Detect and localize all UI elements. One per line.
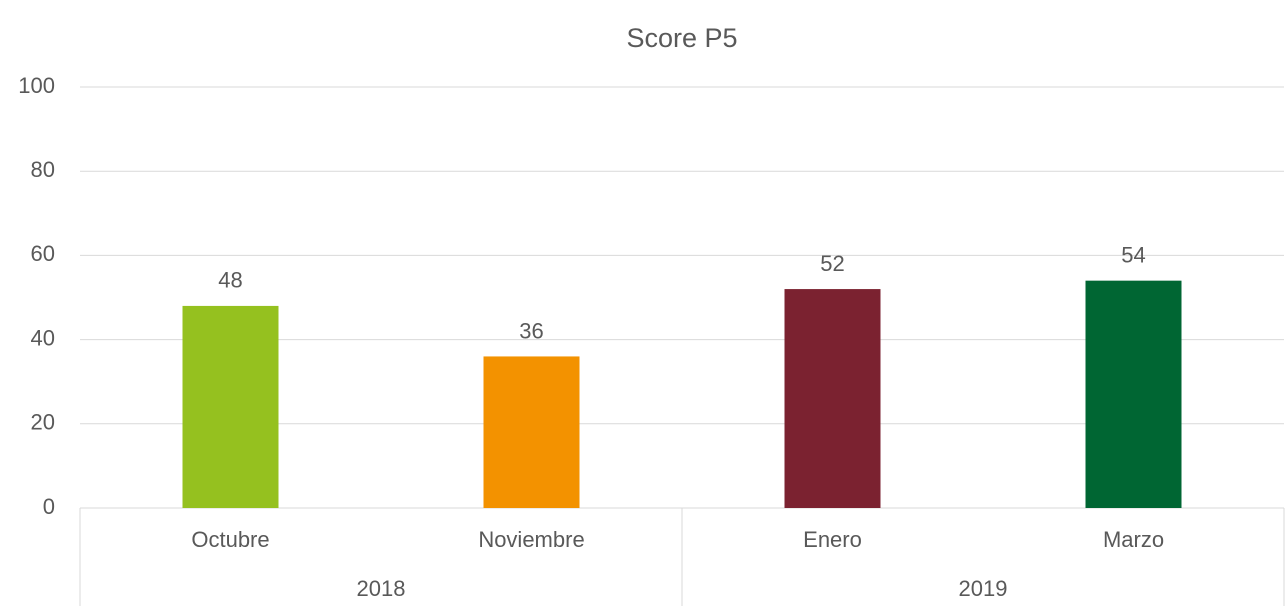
data-label: 54 bbox=[1121, 242, 1145, 267]
group-label: 2019 bbox=[959, 576, 1008, 601]
x-tick-label: Marzo bbox=[1103, 527, 1164, 552]
x-tick-label: Octubre bbox=[191, 527, 269, 552]
x-tick-label: Enero bbox=[803, 527, 862, 552]
chart-title: Score P5 bbox=[626, 23, 737, 53]
group-label: 2018 bbox=[357, 576, 406, 601]
data-label: 36 bbox=[519, 318, 543, 343]
data-label: 52 bbox=[820, 251, 844, 276]
y-tick-label: 0 bbox=[43, 494, 55, 519]
bar bbox=[182, 305, 279, 508]
y-tick-label: 80 bbox=[31, 157, 55, 182]
bar bbox=[1085, 280, 1182, 508]
y-tick-label: 100 bbox=[18, 73, 55, 98]
y-tick-label: 20 bbox=[31, 410, 55, 435]
bar bbox=[483, 356, 580, 508]
y-tick-label: 40 bbox=[31, 325, 55, 350]
data-label: 48 bbox=[218, 268, 242, 293]
x-tick-label: Noviembre bbox=[478, 527, 584, 552]
y-tick-label: 60 bbox=[31, 241, 55, 266]
bar bbox=[784, 289, 881, 508]
